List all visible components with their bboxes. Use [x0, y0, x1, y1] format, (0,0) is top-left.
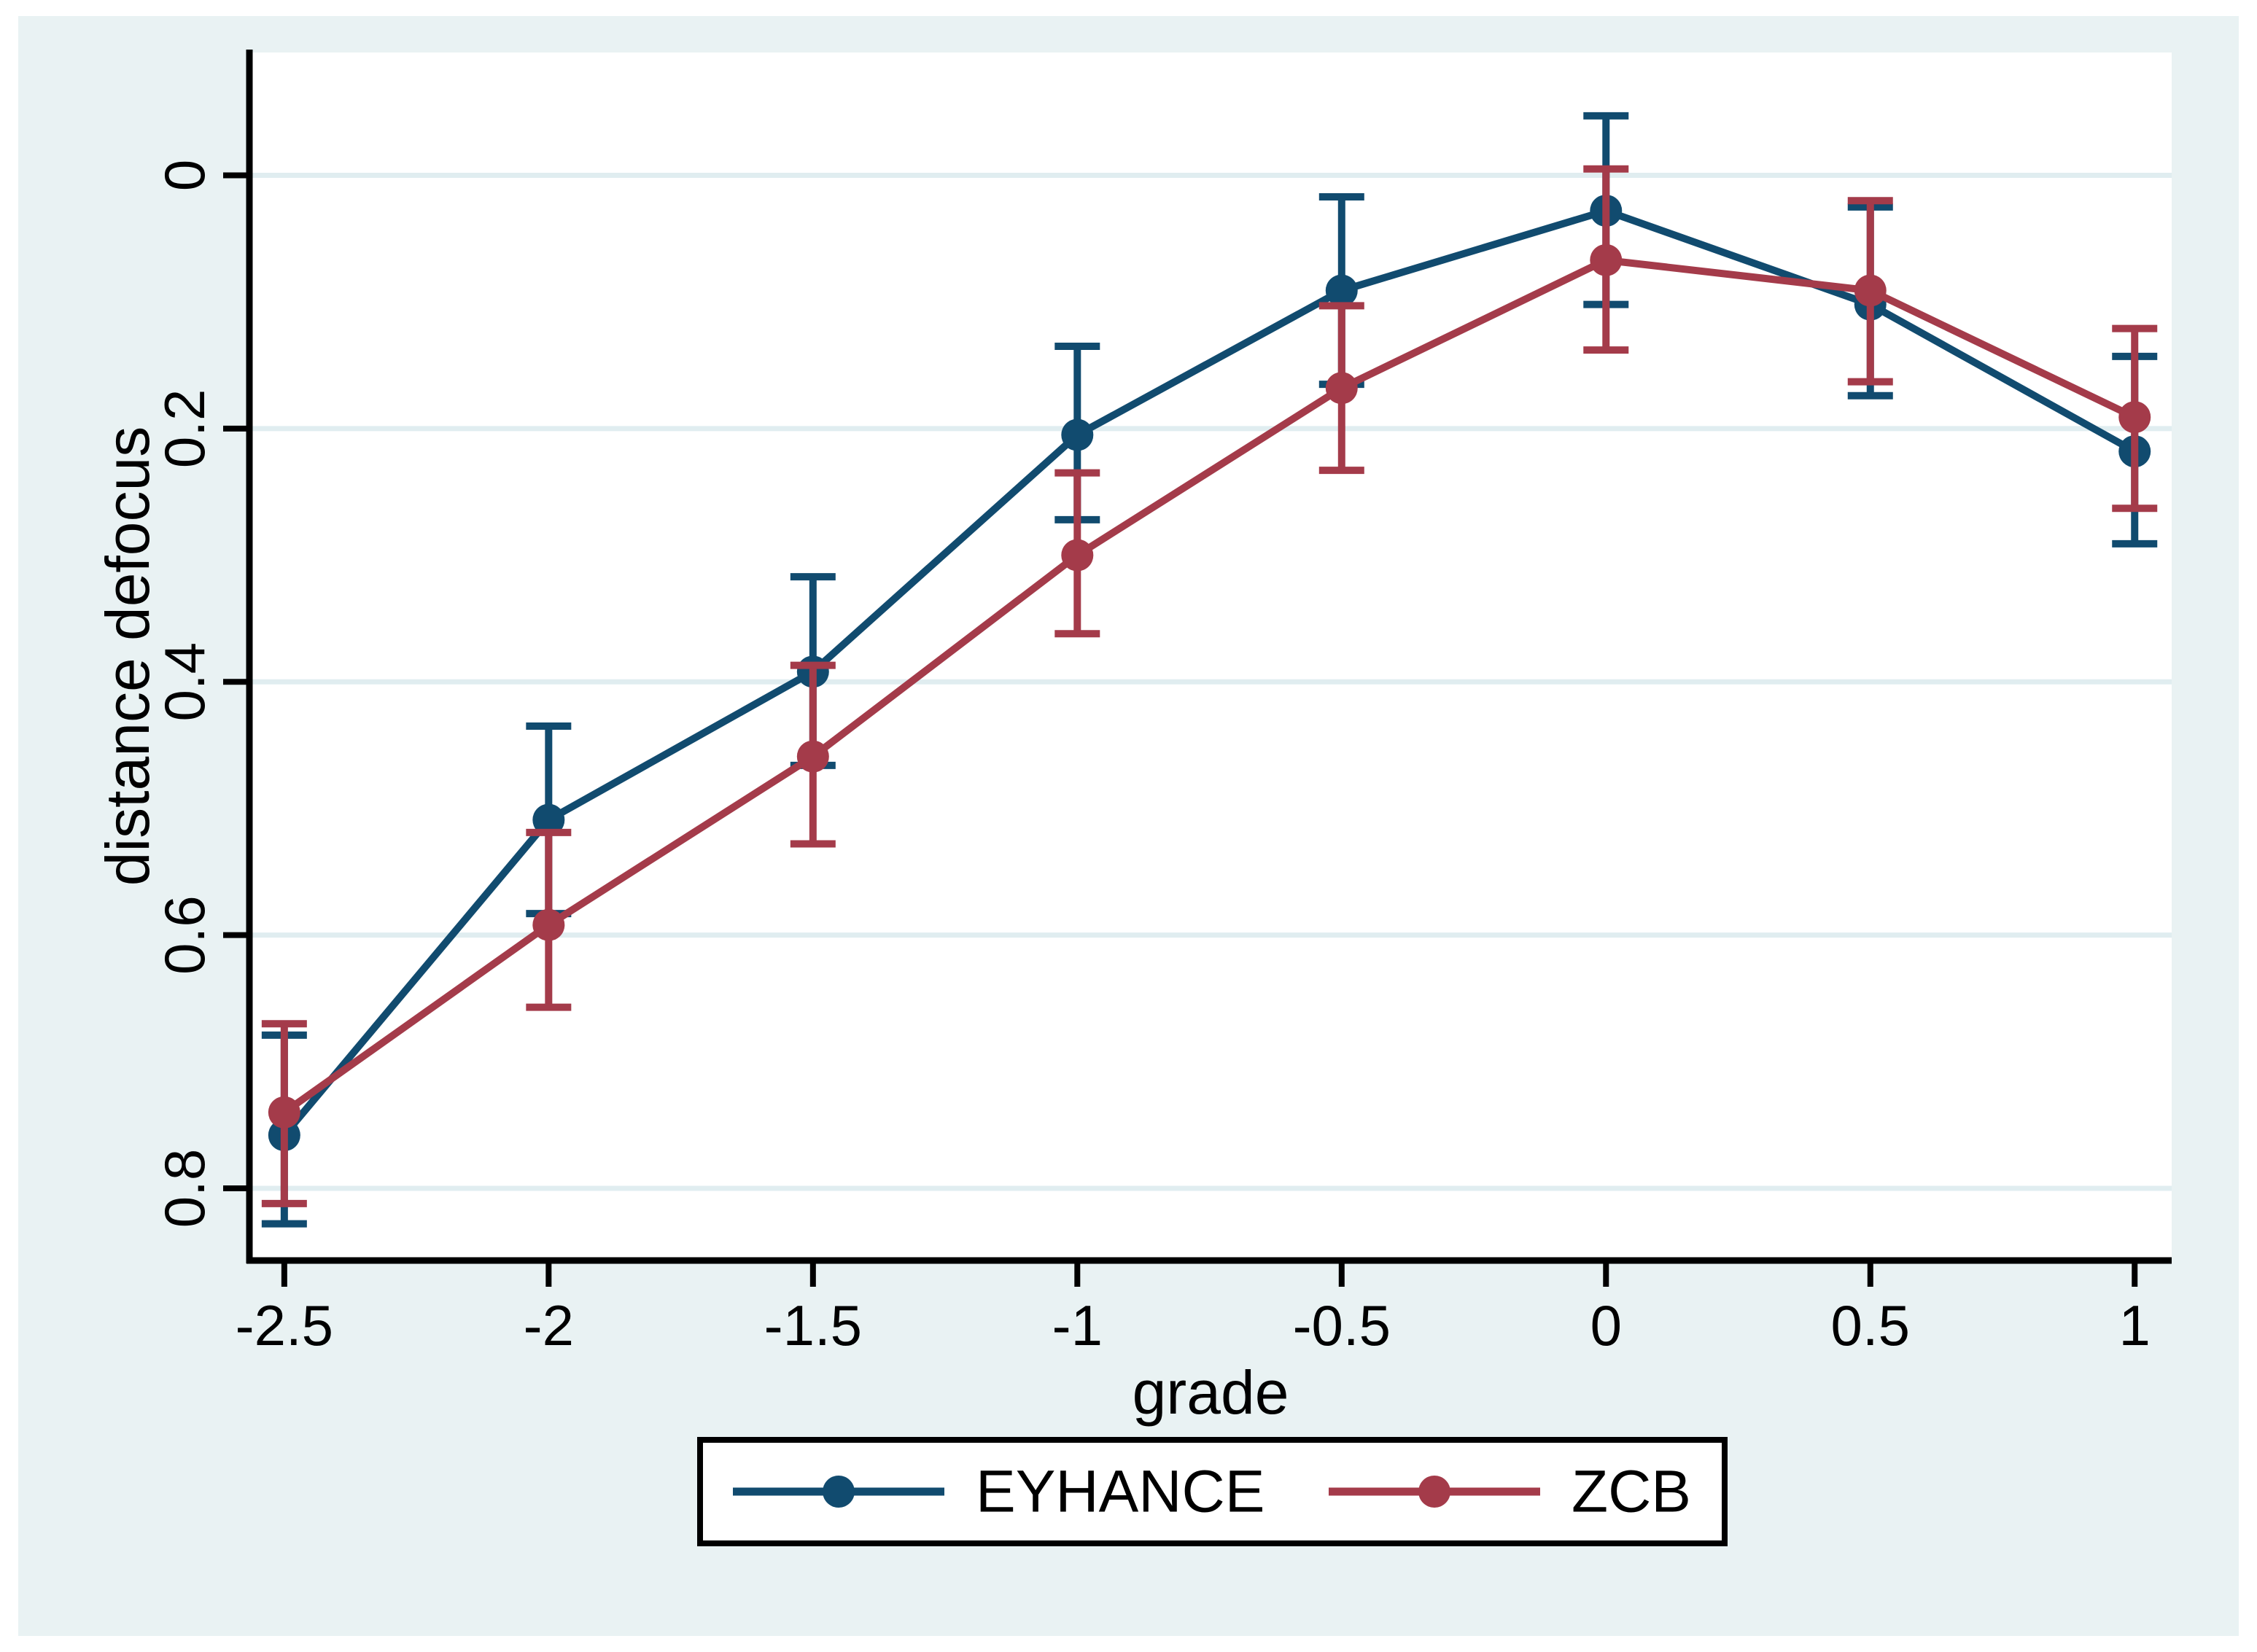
gridlines	[249, 172, 2172, 1191]
legend-marker-zcb	[1418, 1476, 1450, 1508]
series-zcb	[261, 165, 2158, 1207]
x-tick-label: 0.5	[1831, 1293, 1910, 1357]
y-axis-ticks: 0 0.2 0.4 0.6 0.8	[152, 160, 249, 1228]
data-point-marker	[796, 740, 829, 773]
y-tick-label: 0.2	[152, 389, 217, 468]
data-point-marker	[1854, 274, 1887, 307]
x-tick-label: -2.5	[236, 1293, 333, 1357]
x-tick-label: -1	[1052, 1293, 1103, 1357]
data-point-marker	[1061, 418, 1094, 451]
x-tick-label: 1	[2119, 1293, 2151, 1357]
x-tick-label: -1.5	[764, 1293, 862, 1357]
legend-marker-eyhance	[823, 1476, 855, 1508]
y-tick-label: 0.8	[152, 1149, 217, 1228]
legend-label-zcb: ZCB	[1572, 1459, 1691, 1525]
plot-area	[249, 52, 2172, 1261]
legend-entry-eyhance: EYHANCE	[733, 1459, 1265, 1525]
data-point-marker	[532, 803, 565, 836]
y-tick-label: 0	[152, 160, 217, 191]
legend-label-eyhance: EYHANCE	[976, 1459, 1265, 1525]
x-tick-label: 0	[1590, 1293, 1622, 1357]
legend: EYHANCE ZCB	[697, 1437, 1728, 1546]
series-group	[261, 112, 2158, 1228]
data-point-marker	[532, 908, 565, 941]
data-point-marker	[1325, 274, 1358, 307]
data-point-marker	[1325, 372, 1358, 405]
legend-entry-zcb: ZCB	[1329, 1459, 1691, 1525]
y-axis-title: distance defocus	[93, 426, 162, 886]
x-axis-title: grade	[1133, 1358, 1289, 1427]
data-point-marker	[1590, 243, 1623, 276]
y-tick-label: 0.6	[152, 895, 217, 974]
data-point-marker	[2118, 401, 2151, 434]
x-tick-label: -2	[524, 1293, 574, 1357]
series-line	[281, 256, 2137, 1115]
data-point-marker	[1061, 539, 1094, 572]
x-axis-ticks: -2.5 -2 -1.5 -1 -0.5 0 0.5 1	[236, 1261, 2151, 1357]
x-tick-label: -0.5	[1293, 1293, 1391, 1357]
y-tick-label: 0.4	[152, 642, 217, 721]
data-point-marker	[268, 1096, 300, 1129]
